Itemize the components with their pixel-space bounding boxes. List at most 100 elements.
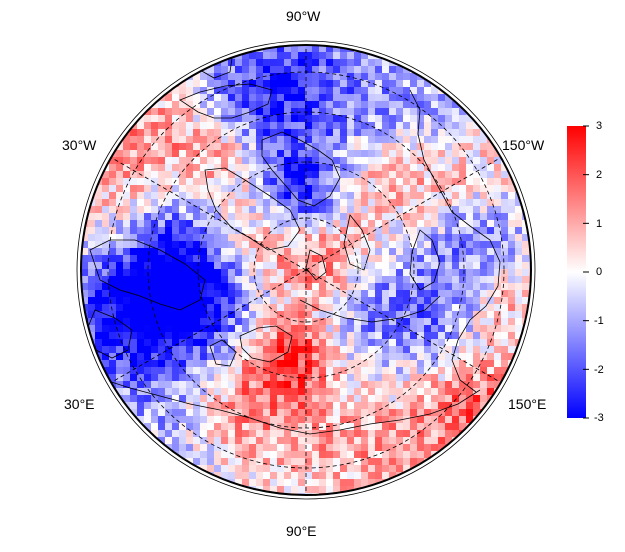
field-cell bbox=[403, 430, 411, 438]
field-cell bbox=[298, 73, 306, 81]
field-cell bbox=[109, 171, 117, 179]
field-cell bbox=[200, 311, 208, 319]
field-cell bbox=[123, 150, 131, 158]
field-cell bbox=[291, 430, 299, 438]
field-cell bbox=[473, 136, 481, 144]
field-cell bbox=[221, 192, 229, 200]
field-cell bbox=[249, 52, 257, 60]
field-cell bbox=[256, 87, 264, 95]
field-cell bbox=[389, 430, 397, 438]
field-cell bbox=[249, 395, 257, 403]
field-cell bbox=[221, 346, 229, 354]
field-cell bbox=[382, 276, 390, 284]
field-cell bbox=[270, 346, 278, 354]
field-cell bbox=[340, 465, 348, 473]
field-cell bbox=[424, 409, 432, 417]
field-cell bbox=[305, 136, 313, 144]
field-cell bbox=[193, 353, 201, 361]
field-cell bbox=[116, 171, 124, 179]
field-cell bbox=[242, 143, 250, 151]
field-cell bbox=[410, 178, 418, 186]
field-cell bbox=[214, 87, 222, 95]
field-cell bbox=[319, 234, 327, 242]
field-cell bbox=[417, 248, 425, 256]
field-cell bbox=[235, 150, 243, 158]
field-cell bbox=[396, 339, 404, 347]
field-cell bbox=[403, 402, 411, 410]
field-cell bbox=[375, 94, 383, 102]
field-cell bbox=[396, 255, 404, 263]
field-cell bbox=[305, 66, 313, 74]
field-cell bbox=[291, 157, 299, 165]
field-cell bbox=[284, 290, 292, 298]
field-cell bbox=[102, 206, 110, 214]
field-cell bbox=[228, 297, 236, 305]
field-cell bbox=[305, 59, 313, 67]
field-cell bbox=[249, 318, 257, 326]
field-cell bbox=[270, 332, 278, 340]
field-cell bbox=[207, 346, 215, 354]
field-cell bbox=[438, 108, 446, 116]
field-cell bbox=[312, 108, 320, 116]
field-cell bbox=[228, 311, 236, 319]
field-cell bbox=[277, 479, 285, 487]
field-cell bbox=[270, 290, 278, 298]
field-cell bbox=[186, 108, 194, 116]
field-cell bbox=[340, 332, 348, 340]
field-cell bbox=[263, 472, 271, 480]
field-cell bbox=[305, 444, 313, 452]
field-cell bbox=[144, 164, 152, 172]
field-cell bbox=[326, 423, 334, 431]
field-cell bbox=[368, 59, 376, 67]
field-cell bbox=[81, 290, 89, 298]
field-cell bbox=[417, 339, 425, 347]
field-cell bbox=[361, 199, 369, 207]
field-cell bbox=[88, 220, 96, 228]
field-cell bbox=[410, 115, 418, 123]
field-cell bbox=[326, 241, 334, 249]
field-cell bbox=[242, 192, 250, 200]
field-cell bbox=[242, 472, 250, 480]
field-cell bbox=[214, 80, 222, 88]
field-cell bbox=[235, 248, 243, 256]
field-cell bbox=[137, 122, 145, 130]
colorbar-tick-label: 2 bbox=[596, 169, 603, 181]
field-cell bbox=[312, 178, 320, 186]
field-cell bbox=[137, 353, 145, 361]
field-cell bbox=[361, 402, 369, 410]
field-cell bbox=[242, 465, 250, 473]
field-cell bbox=[186, 136, 194, 144]
field-cell bbox=[375, 381, 383, 389]
field-cell bbox=[214, 234, 222, 242]
field-cell bbox=[361, 367, 369, 375]
field-cell bbox=[452, 318, 460, 326]
field-cell bbox=[256, 178, 264, 186]
field-cell bbox=[480, 255, 488, 263]
field-cell bbox=[221, 297, 229, 305]
field-cell bbox=[200, 192, 208, 200]
field-cell bbox=[277, 416, 285, 424]
field-cell bbox=[144, 353, 152, 361]
field-cell bbox=[326, 325, 334, 333]
field-cell bbox=[263, 171, 271, 179]
field-cell bbox=[466, 367, 474, 375]
field-cell bbox=[144, 423, 152, 431]
field-cell bbox=[298, 157, 306, 165]
field-cell bbox=[473, 269, 481, 277]
field-cell bbox=[403, 409, 411, 417]
field-cell bbox=[494, 227, 502, 235]
field-cell bbox=[144, 206, 152, 214]
field-cell bbox=[144, 122, 152, 130]
field-cell bbox=[515, 241, 523, 249]
field-cell bbox=[165, 290, 173, 298]
field-cell bbox=[347, 311, 355, 319]
field-cell bbox=[130, 206, 138, 214]
field-cell bbox=[249, 185, 257, 193]
field-cell bbox=[270, 367, 278, 375]
field-cell bbox=[291, 486, 299, 494]
field-cell bbox=[95, 248, 103, 256]
field-cell bbox=[270, 430, 278, 438]
field-cell bbox=[242, 318, 250, 326]
field-cell bbox=[298, 332, 306, 340]
field-cell bbox=[368, 458, 376, 466]
